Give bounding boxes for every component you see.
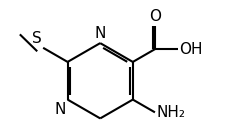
Text: S: S — [32, 32, 42, 46]
Text: O: O — [148, 9, 160, 24]
Text: NH₂: NH₂ — [156, 105, 185, 120]
Text: N: N — [94, 26, 105, 41]
Text: OH: OH — [178, 42, 202, 57]
Text: N: N — [54, 102, 65, 117]
